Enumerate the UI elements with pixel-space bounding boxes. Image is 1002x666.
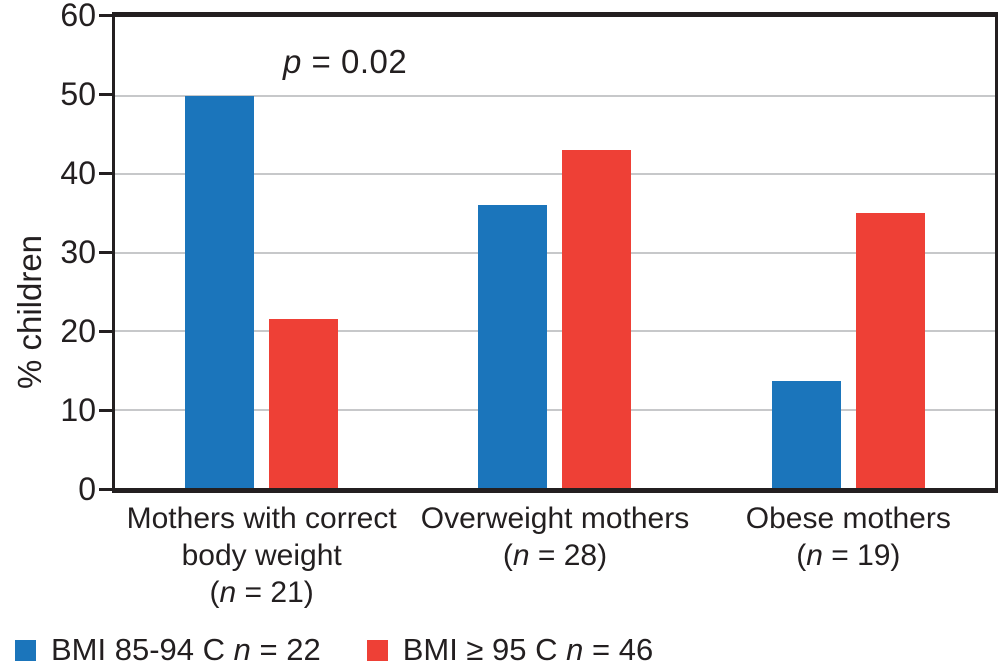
y-tick-mark-60 — [99, 14, 112, 17]
red-bar-group-2 — [562, 150, 632, 488]
gridline-20 — [115, 330, 995, 332]
legend-swatch-blue — [15, 639, 36, 661]
p-value-text: = 0.02 — [301, 43, 408, 80]
x-category-line: Mothers with correct — [126, 502, 397, 535]
legend-label-red: BMI ≥ 95 C n = 46 — [402, 632, 654, 666]
bar-groups — [115, 17, 995, 488]
x-category-n-line: (n = 21) — [209, 576, 314, 609]
bar-group-3 — [702, 17, 995, 488]
y-tick-mark-30 — [99, 251, 112, 254]
blue-bar-group-1 — [185, 95, 255, 488]
p-value-variable: p — [283, 43, 302, 80]
blue-bar-group-3 — [771, 381, 841, 488]
gridline-10 — [115, 408, 995, 411]
gridline-30 — [115, 251, 995, 254]
red-bar-group-3 — [855, 213, 925, 488]
x-category-line: body weight — [181, 539, 342, 572]
y-tick-label-40: 40 — [60, 155, 96, 191]
legend-label-blue: BMI 85-94 C n = 22 — [51, 632, 321, 666]
x-category-n-line: (n = 28) — [502, 539, 608, 572]
x-category-line: Obese mothers — [745, 502, 951, 535]
x-category-label-2: Overweight mothers (n = 28) — [408, 500, 701, 611]
p-value-annotation: p = 0.02 — [283, 43, 407, 81]
x-category-label-3: Obese mothers (n = 19) — [702, 500, 995, 611]
y-tick-mark-0 — [99, 488, 112, 491]
y-tick-label-0: 0 — [78, 471, 96, 507]
bar-group-1 — [115, 17, 408, 488]
blue-bar-group-2 — [478, 205, 548, 488]
gridlines — [115, 17, 995, 488]
y-tick-label-20: 20 — [60, 313, 96, 349]
legend: BMI 85-94 C n = 22 BMI ≥ 95 C n = 46 — [15, 632, 653, 666]
bar-group-2 — [408, 17, 701, 488]
legend-item-blue: BMI 85-94 C n = 22 — [15, 632, 321, 666]
legend-swatch-red — [366, 639, 388, 661]
gridline-50 — [115, 94, 995, 97]
y-tick-mark-10 — [99, 409, 112, 412]
x-category-line: Overweight mothers — [420, 502, 690, 535]
y-tick-label-10: 10 — [60, 392, 96, 428]
plot-area: p = 0.02 — [112, 12, 998, 493]
y-tick-label-60: 60 — [60, 0, 96, 33]
y-tick-label-50: 50 — [60, 76, 96, 112]
x-category-labels: Mothers with correct body weight (n = 21) O… — [115, 500, 995, 611]
gridline-40 — [115, 173, 995, 175]
y-tick-mark-20 — [99, 330, 112, 333]
x-category-n-line: (n = 19) — [796, 539, 901, 572]
red-bar-group-1 — [269, 319, 339, 488]
y-tick-mark-40 — [99, 172, 112, 175]
x-category-label-1: Mothers with correct body weight (n = 21) — [115, 500, 408, 611]
y-tick-mark-50 — [99, 93, 112, 96]
y-tick-label-30: 30 — [60, 234, 96, 270]
legend-item-red: BMI ≥ 95 C n = 46 — [366, 632, 654, 666]
